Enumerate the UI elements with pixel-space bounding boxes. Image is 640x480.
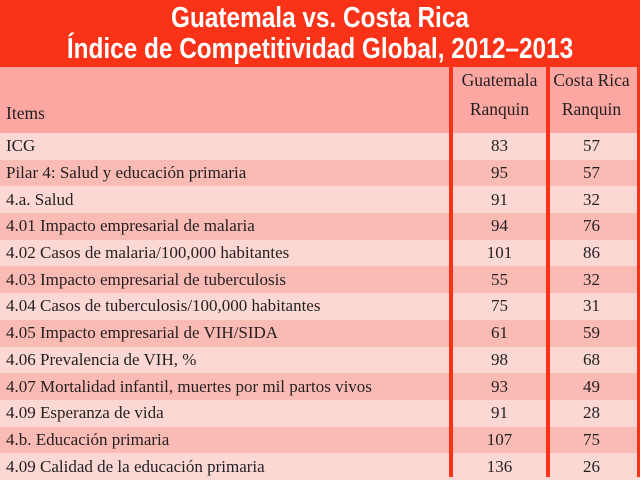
costa-rica-rank-value: 32 <box>583 189 600 209</box>
costa-rica-rank-value: 57 <box>583 163 600 183</box>
table-row: 4.03 Impacto empresarial de tuberculosis… <box>0 266 640 294</box>
costa-rica-rank-value: 59 <box>583 323 600 343</box>
table-row: Pilar 4: Salud y educación primaria 95 57 <box>0 159 640 187</box>
table-row: 4.09 Esperanza de vida 91 28 <box>0 399 640 427</box>
guatemala-rank-value: 107 <box>486 429 513 449</box>
table-row: 4.b. Educación primaria 107 75 <box>0 426 640 454</box>
guatemala-rank-value: 98 <box>491 349 508 369</box>
costa-rica-rank-value: 75 <box>583 429 600 449</box>
table-row: 4.06 Prevalencia de VIH, % 98 68 <box>0 346 640 374</box>
column-header-guatemala: Guatemala Ranquin <box>453 67 546 133</box>
column-header-items-label: Items <box>6 103 45 123</box>
guatemala-rank-value: 91 <box>491 189 508 209</box>
table-header-row: Items Guatemala Ranquin Costa Rica Ranqu… <box>0 67 640 133</box>
table-row: 4.02 Casos de malaria/100,000 habitantes… <box>0 239 640 267</box>
row-item-label: 4.05 Impacto empresarial de VIH/SIDA <box>6 323 279 343</box>
table-row: 4.09 Calidad de la educación primaria 136… <box>0 453 640 480</box>
column-separator-line <box>449 67 453 477</box>
costa-rica-rank-value: 32 <box>583 269 600 289</box>
guatemala-rank-value: 83 <box>491 136 508 156</box>
costa-rica-rank-value: 26 <box>583 456 600 476</box>
table-row: 4.05 Impacto empresarial de VIH/SIDA 61 59 <box>0 319 640 347</box>
row-item-label: 4.01 Impacto empresarial de malaria <box>6 216 255 236</box>
column-header-items: Items <box>0 67 453 133</box>
row-item-label: ICG <box>6 136 36 156</box>
table-row: 4.01 Impacto empresarial de malaria 94 76 <box>0 213 640 240</box>
page-subtitle: Índice de Competitividad Global, 2012–20… <box>66 33 574 65</box>
guatemala-rank-value: 75 <box>491 296 508 316</box>
comparison-table: Items Guatemala Ranquin Costa Rica Ranqu… <box>0 67 640 480</box>
costa-rica-rank-value: 31 <box>583 296 600 316</box>
table-row: 4.a. Salud 91 32 <box>0 186 640 214</box>
costa-rica-rank-value: 28 <box>583 403 600 423</box>
row-item-label: 4.a. Salud <box>6 189 74 209</box>
table-body: ICG 83 57 Pilar 4: Salud y educación primar… <box>0 133 640 480</box>
costa-rica-rank-value: 76 <box>583 216 600 236</box>
column-header-costa-rica-line2: Ranquin <box>561 99 622 119</box>
table-row: 4.04 Casos de tuberculosis/100,000 habit… <box>0 293 640 320</box>
guatemala-rank-value: 91 <box>491 403 508 423</box>
column-header-guatemala-line2: Ranquin <box>469 99 530 119</box>
guatemala-rank-value: 101 <box>486 243 513 263</box>
guatemala-rank-value: 136 <box>486 456 513 476</box>
column-header-costa-rica-line1: Costa Rica <box>553 70 630 90</box>
row-item-label: 4.06 Prevalencia de VIH, % <box>6 349 197 369</box>
guatemala-rank-value: 55 <box>491 269 508 289</box>
costa-rica-rank-value: 49 <box>583 376 600 396</box>
row-item-label: 4.b. Educación primaria <box>6 429 170 449</box>
row-item-label: 4.09 Esperanza de vida <box>6 403 164 423</box>
row-item-label: 4.09 Calidad de la educación primaria <box>6 456 265 476</box>
title-band: Guatemala vs. Costa Rica Índice de Compe… <box>0 0 640 67</box>
costa-rica-rank-value: 68 <box>583 349 600 369</box>
row-item-label: 4.03 Impacto empresarial de tuberculosis <box>6 269 286 289</box>
guatemala-rank-value: 61 <box>491 323 508 343</box>
row-item-label: 4.07 Mortalidad infantil, muertes por mi… <box>6 376 372 396</box>
column-header-costa-rica: Costa Rica Ranquin <box>546 67 637 133</box>
guatemala-rank-value: 95 <box>491 163 508 183</box>
page-title: Guatemala vs. Costa Rica <box>171 2 469 34</box>
column-separator-line <box>546 67 550 477</box>
table-row: ICG 83 57 <box>0 133 640 160</box>
row-item-label: 4.04 Casos de tuberculosis/100,000 habit… <box>6 296 321 316</box>
guatemala-rank-value: 94 <box>491 216 508 236</box>
column-header-guatemala-line1: Guatemala <box>461 70 538 90</box>
row-item-label: Pilar 4: Salud y educación primaria <box>6 163 247 183</box>
table-right-border-line <box>637 67 640 477</box>
row-item-label: 4.02 Casos de malaria/100,000 habitantes <box>6 243 290 263</box>
guatemala-rank-value: 93 <box>491 376 508 396</box>
table-row: 4.07 Mortalidad infantil, muertes por mi… <box>0 373 640 400</box>
costa-rica-rank-value: 57 <box>583 136 600 156</box>
costa-rica-rank-value: 86 <box>583 243 600 263</box>
